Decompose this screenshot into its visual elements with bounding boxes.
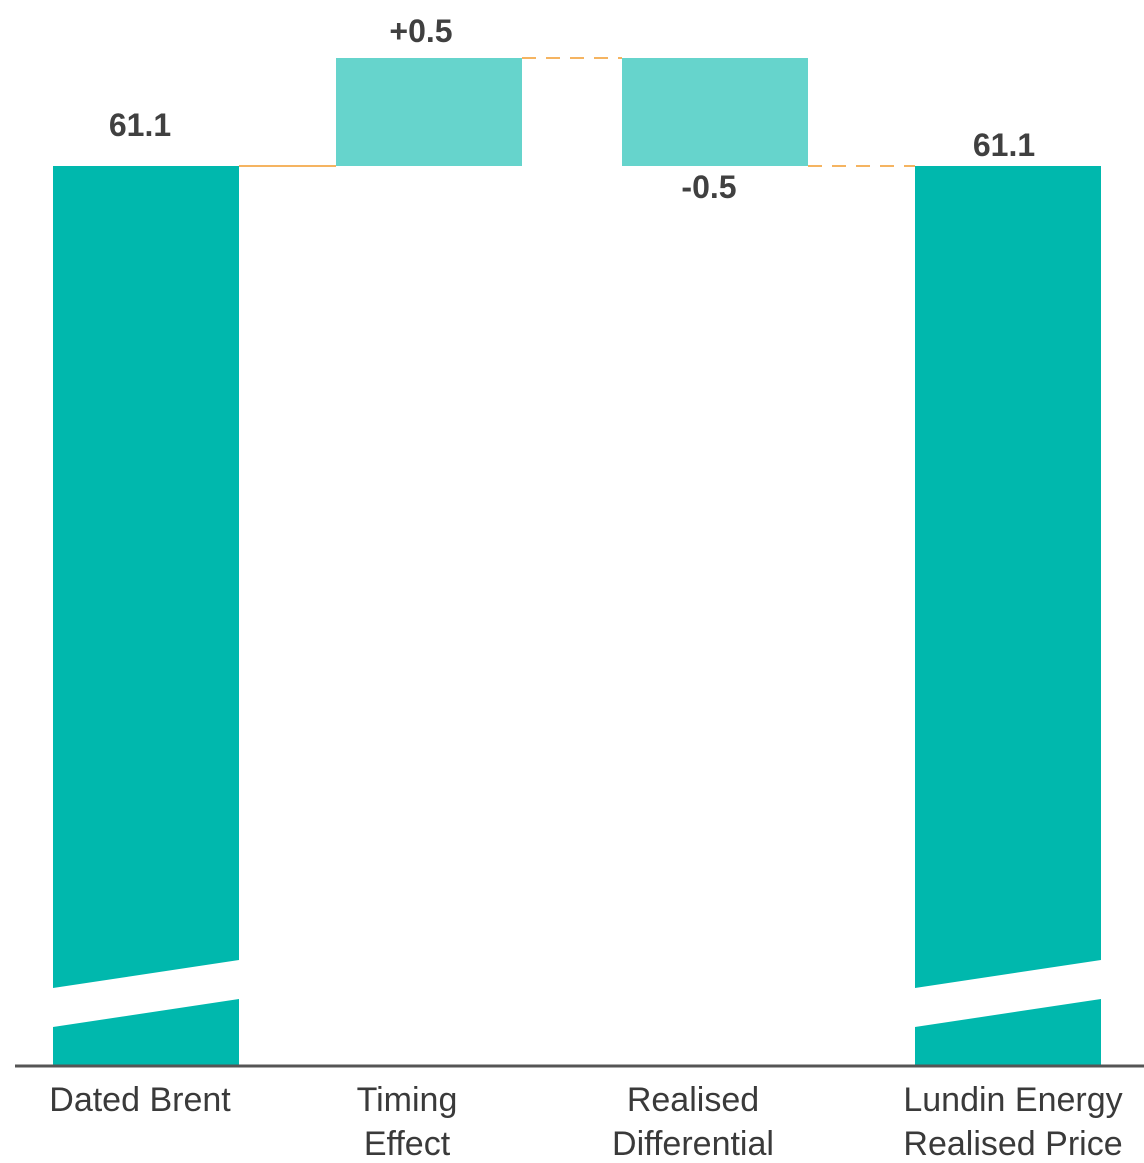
bar-dated-brent-base xyxy=(53,999,239,1066)
value-label-dated-brent: 61.1 xyxy=(109,107,171,143)
value-label-realised-price: 61.1 xyxy=(973,127,1035,163)
connector-lines xyxy=(239,57,915,167)
category-label-dated-brent: Dated Brent xyxy=(49,1081,231,1119)
bars xyxy=(53,58,1101,1066)
category-label-timing-effect-line2: Effect xyxy=(364,1125,451,1163)
value-label-realised-differential: -0.5 xyxy=(681,169,736,205)
value-label-timing-effect: +0.5 xyxy=(389,13,452,49)
category-labels: Dated Brent Timing Effect Realised Different… xyxy=(49,1081,1122,1163)
category-label-realised-differential-line1: Realised xyxy=(627,1081,759,1119)
bar-realised-price xyxy=(915,166,1101,988)
value-labels: 61.1 +0.5 -0.5 61.1 xyxy=(109,13,1035,205)
category-label-timing-effect-line1: Timing xyxy=(357,1081,458,1119)
category-label-realised-price-line1: Lundin Energy xyxy=(903,1081,1122,1119)
category-label-realised-price-line2: Realised Price xyxy=(903,1125,1122,1163)
bar-dated-brent xyxy=(53,166,239,988)
bar-realised-differential xyxy=(622,58,808,166)
bar-realised-price-base xyxy=(915,999,1101,1066)
bar-timing-effect xyxy=(336,58,522,166)
category-label-realised-differential-line2: Differential xyxy=(612,1125,774,1163)
